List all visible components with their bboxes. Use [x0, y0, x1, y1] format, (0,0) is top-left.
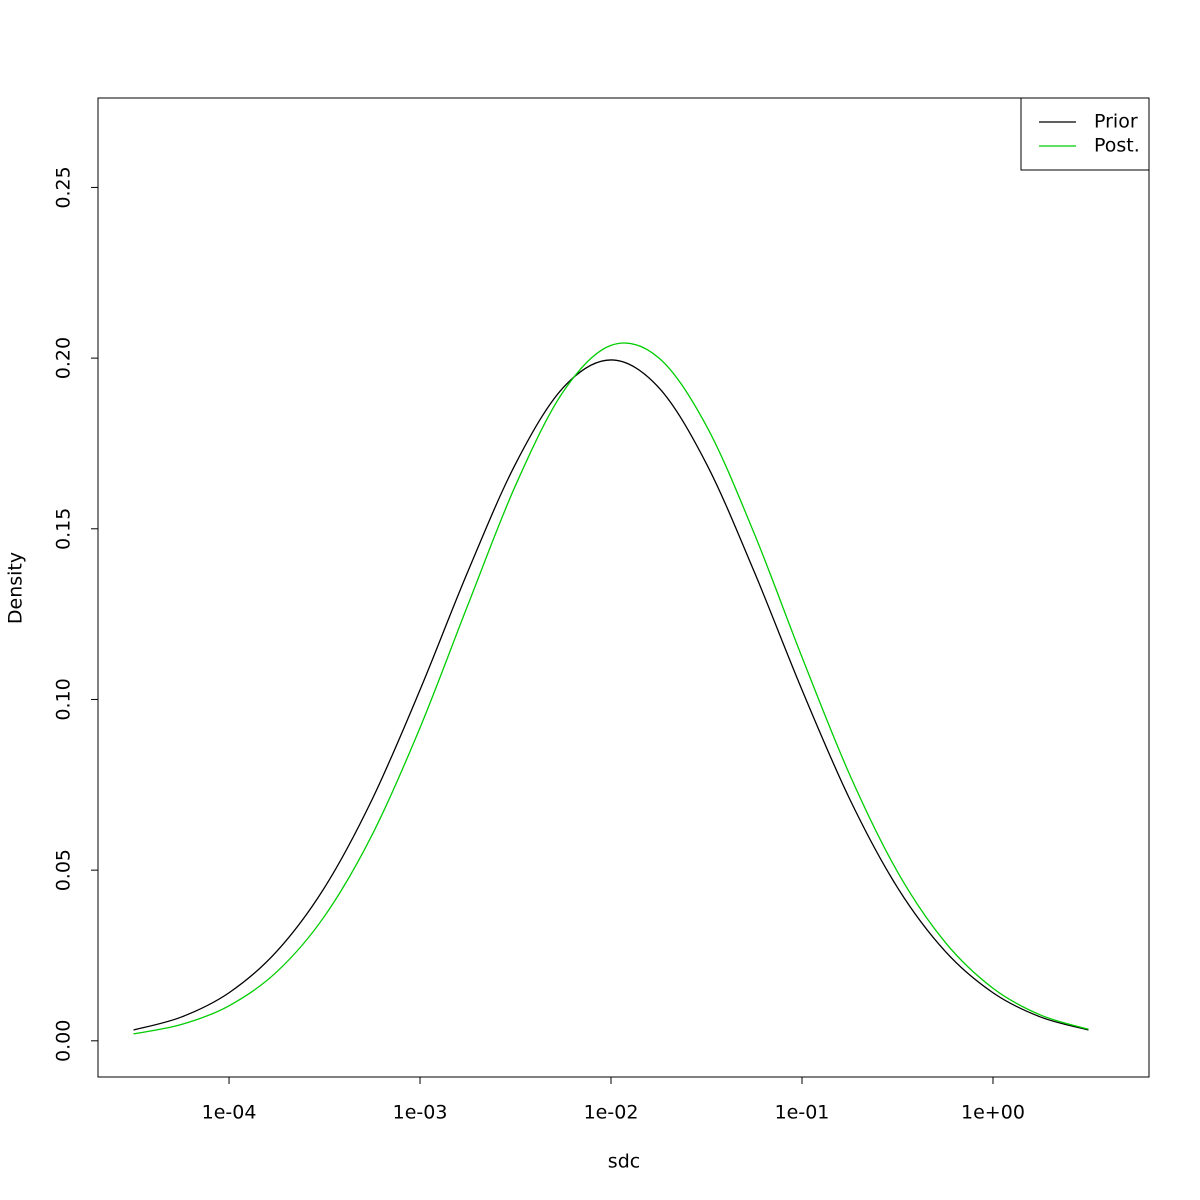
x-tick-label: 1e-01	[775, 1102, 830, 1124]
y-tick-label: 0.05	[53, 849, 75, 891]
y-tick-label: 0.00	[53, 1020, 75, 1062]
x-tick-label: 1e-04	[202, 1102, 257, 1124]
legend-label: Prior	[1094, 111, 1138, 133]
y-tick-label: 0.25	[53, 166, 75, 208]
y-axis-label: Density	[5, 552, 27, 624]
x-tick-label: 1e+00	[961, 1102, 1025, 1124]
line-series	[133, 359, 1089, 1031]
x-tick-label: 1e-02	[584, 1102, 639, 1124]
line-series	[133, 342, 1089, 1035]
legend-box	[1020, 97, 1150, 171]
plot-frame	[97, 97, 1150, 1078]
y-tick-label: 0.20	[53, 337, 75, 379]
y-tick-label: 0.10	[53, 678, 75, 720]
y-tick-label: 0.15	[53, 508, 75, 550]
x-axis-label: sdc	[608, 1151, 640, 1173]
legend-label: Post.	[1094, 135, 1140, 157]
x-tick-label: 1e-03	[393, 1102, 448, 1124]
